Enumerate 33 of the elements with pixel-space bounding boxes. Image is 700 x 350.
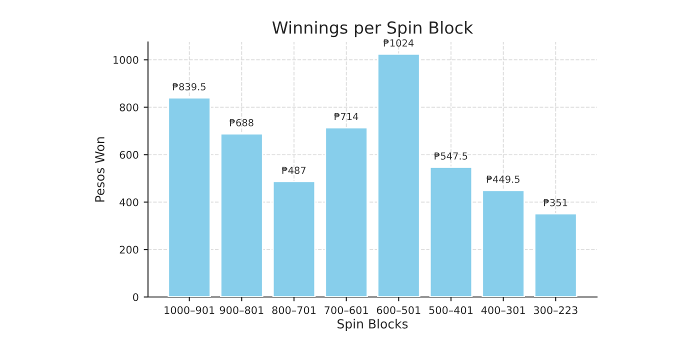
x-tick-label: 400–301	[481, 306, 525, 314]
data-label: ₱351	[544, 198, 568, 206]
bar	[429, 166, 473, 297]
data-label: ₱487	[282, 166, 306, 174]
y-tick-label: 400	[120, 198, 138, 206]
data-label: ₱1024	[384, 39, 414, 47]
bar	[168, 97, 211, 297]
y-tick-label: 0	[133, 293, 138, 302]
y-axis-title: Pesos Won	[95, 137, 104, 202]
data-label: ₱688	[230, 119, 254, 126]
bar	[272, 180, 316, 297]
y-tick-label: 1000	[114, 56, 138, 64]
y-tick-label: 200	[120, 246, 138, 254]
bar	[482, 190, 525, 297]
chart-title: Winnings per Spin Block	[272, 21, 474, 38]
bar	[220, 133, 264, 297]
bar	[377, 53, 420, 297]
y-tick-label: 600	[120, 150, 138, 159]
y-tick-label: 800	[120, 103, 138, 112]
data-label: ₱839.5	[172, 83, 206, 90]
x-tick-label: 500–401	[429, 306, 473, 314]
data-label: ₱449.5	[486, 176, 520, 183]
x-tick-label: 700–601	[324, 306, 368, 314]
x-tick-label: 800–701	[272, 306, 316, 314]
x-tick-label: 600–501	[376, 306, 420, 314]
x-tick-label: 300–223	[534, 306, 578, 314]
bar	[324, 126, 368, 297]
x-tick-label: 900–801	[220, 306, 264, 314]
data-label: ₱714	[334, 112, 358, 120]
x-tick-label: 1000–901	[164, 306, 214, 314]
data-label: ₱547.5	[434, 152, 468, 160]
bar	[534, 213, 578, 297]
x-axis-title: Spin Blocks	[338, 318, 408, 331]
